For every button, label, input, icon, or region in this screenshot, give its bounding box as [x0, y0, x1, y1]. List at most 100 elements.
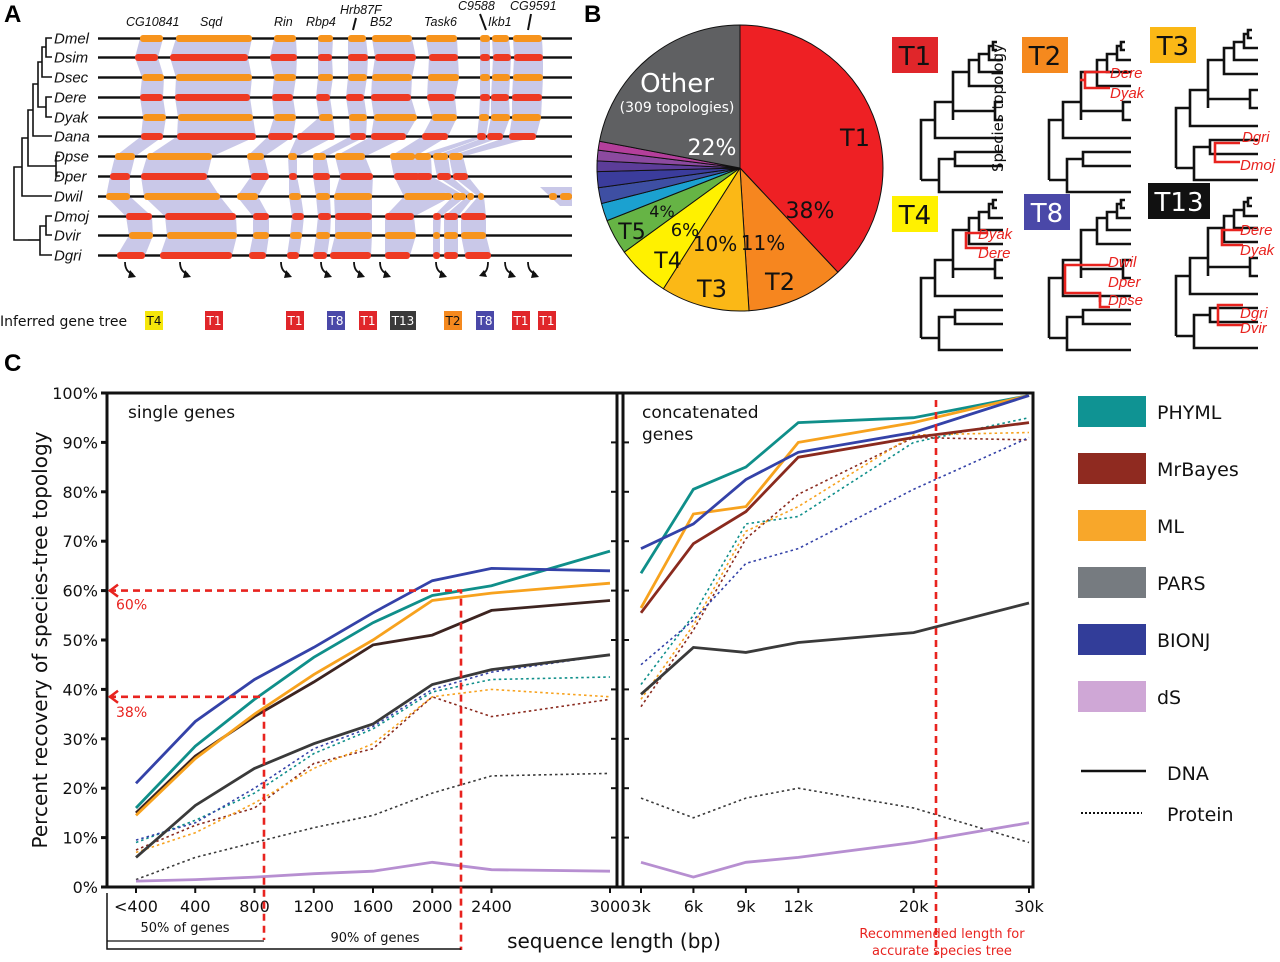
homology-band	[289, 196, 304, 217]
gene-block	[371, 94, 411, 101]
homology-band	[444, 196, 474, 217]
tree-branch	[1105, 52, 1131, 74]
homology-band	[272, 97, 296, 118]
homology-band	[297, 117, 335, 137]
red-taxon-label-dgri: Dgri	[1242, 129, 1270, 146]
tree-branch	[1119, 40, 1125, 52]
homology-band	[372, 57, 416, 78]
tree-branch	[1246, 196, 1252, 208]
gene-block	[349, 114, 367, 121]
gene-block	[319, 114, 333, 121]
homology-band	[385, 196, 452, 217]
gene-block	[316, 232, 330, 239]
homology-band	[479, 97, 490, 118]
panel-letter-b: B	[584, 1, 601, 28]
topology-badge-label: T4	[898, 201, 931, 231]
series-line-ml-protein	[135, 688, 611, 854]
y-tick-label: 30%	[62, 730, 98, 749]
y-tick-label: 80%	[62, 483, 98, 502]
tree-branch	[45, 37, 52, 58]
pie-sublabel-other: (309 topologies)	[620, 100, 735, 116]
gene-block	[371, 133, 406, 140]
tree-branch	[1119, 198, 1125, 210]
series-line-ml-dna	[135, 581, 611, 817]
homology-band	[335, 216, 372, 236]
gene-block	[426, 35, 457, 42]
recommended-label-1: Recommended length for	[859, 927, 1025, 942]
legend-label-mrbayes: MrBayes	[1157, 459, 1239, 481]
homology-band	[318, 57, 333, 78]
gene-tree-tag	[327, 311, 345, 330]
topology-tree-icon	[1174, 28, 1258, 182]
homology-band	[170, 57, 252, 78]
gene-block	[374, 114, 417, 121]
gene-block	[253, 213, 269, 220]
y-tick-label: 0%	[73, 878, 98, 897]
series-line-phyml-protein	[135, 676, 611, 844]
tree-branch	[993, 258, 1003, 280]
pie-value-t3: 10%	[693, 232, 737, 256]
gene-block	[270, 54, 297, 61]
legend-label-pars: PARS	[1157, 573, 1206, 595]
gene-block	[253, 232, 269, 239]
homology-band	[390, 156, 420, 177]
tree-branch	[1188, 88, 1258, 128]
homology-band	[513, 57, 543, 78]
legend-swatch-phyml	[1078, 396, 1146, 427]
arrow-head-icon	[183, 270, 191, 278]
homology-band	[491, 97, 510, 118]
gene-block	[385, 213, 414, 220]
arrow-head-icon	[479, 270, 487, 277]
tree-branch	[1246, 28, 1252, 40]
species-label-dana: Dana	[54, 129, 90, 146]
topology-tree-icon	[919, 40, 1003, 194]
tree-branch	[1232, 208, 1258, 230]
series-line-ds-dna	[135, 860, 611, 883]
ninety-genes-label: 90% of genes	[331, 931, 420, 946]
tree-branch	[1065, 157, 1131, 194]
pie-slice-t1	[739, 24, 884, 273]
gene-block	[237, 193, 258, 200]
gene-block	[318, 74, 333, 81]
gene-block	[141, 133, 163, 140]
subplot-title-concat: concatenated	[642, 403, 759, 423]
legend-swatch-bionj	[1078, 624, 1146, 655]
tree-branch	[937, 315, 1003, 352]
gene-block	[467, 193, 474, 200]
species-label-dmel: Dmel	[54, 31, 90, 48]
tree-branch	[1081, 150, 1131, 168]
tree-branch	[919, 118, 935, 180]
x-tick-label: 20k	[899, 897, 929, 916]
species-label-dsec: Dsec	[54, 70, 89, 87]
tree-branch	[1081, 308, 1131, 326]
red-taxon-label-dere: Dere	[978, 245, 1011, 262]
homology-band	[385, 235, 416, 256]
homology-band	[313, 136, 366, 157]
homology-band	[433, 235, 440, 256]
gene-block	[453, 193, 466, 200]
homology-band	[316, 77, 333, 98]
gene-block	[480, 35, 490, 42]
panel-c-line-chart: 0% 10% 20% 30% 40% 50% 60% 70% 80% 90% 100% Percent…	[28, 384, 1239, 959]
tree-branch	[45, 215, 52, 236]
gene-block	[433, 213, 441, 220]
panel-letter-c: C	[4, 350, 21, 377]
homology-band	[106, 176, 130, 197]
tree-branch	[1192, 145, 1258, 182]
homology-band	[141, 156, 212, 177]
tree-branch	[1174, 106, 1190, 168]
highlight-branch	[964, 231, 988, 250]
gene-block	[313, 173, 330, 180]
arrow-head-icon	[324, 270, 332, 278]
gene-pointer	[352, 17, 357, 31]
gene-block	[167, 232, 237, 239]
gene-block	[478, 193, 484, 200]
series-line-mrbayes-protein	[135, 695, 611, 851]
inferred-gene-tree-label: Inferred gene tree	[0, 314, 127, 330]
series-line-bionj-protein	[135, 654, 611, 841]
pie-value-other: 22%	[688, 136, 737, 161]
topology-badge-t8	[1024, 194, 1070, 230]
y-axis-label: Percent recovery of species-tree topolog…	[28, 431, 52, 848]
species-label-dyak: Dyak	[54, 110, 90, 127]
gene-block	[288, 153, 297, 160]
